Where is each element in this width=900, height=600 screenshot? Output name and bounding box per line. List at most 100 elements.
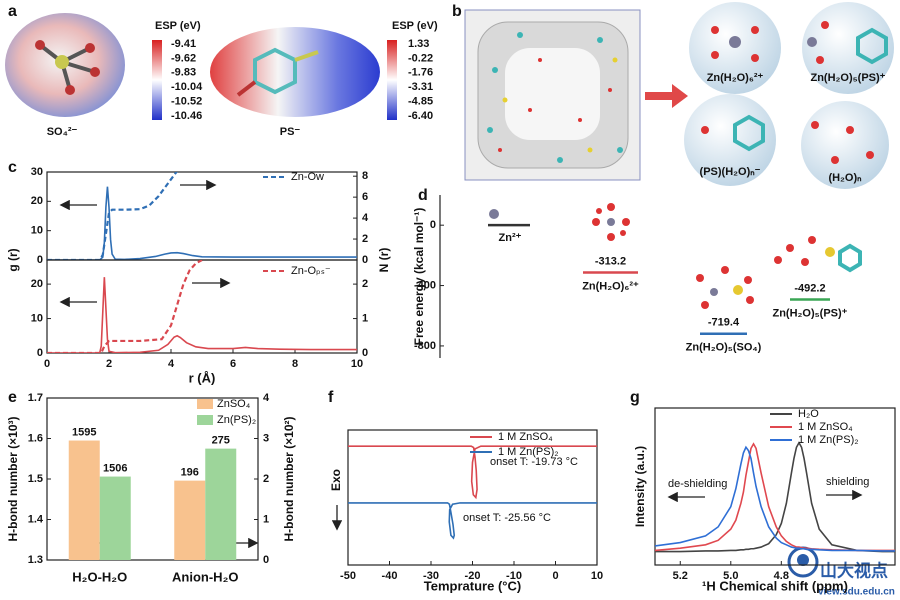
x-tick-label: 2 (106, 358, 112, 370)
legend-label: H₂O (798, 408, 819, 420)
ring (733, 114, 765, 152)
y2-tick-label: 6 (362, 191, 368, 203)
x-tick-label: 5.2 (673, 570, 688, 582)
panel-label: d (418, 187, 428, 204)
colorbar-tick-label: -10.46 (171, 110, 202, 122)
atom (35, 40, 45, 50)
colorbar-tick-label: -0.22 (408, 52, 433, 64)
colorbar-title: ESP (eV) (155, 20, 201, 32)
panel-label: e (8, 389, 17, 406)
y2-tick-label: 1 (263, 513, 269, 525)
panel-label: f (328, 389, 334, 406)
colorbar-tick-label: 1.33 (408, 38, 429, 50)
colorbar-title: ESP (eV) (392, 20, 438, 32)
level-label: Zn(H₂O)₆²⁺ (582, 280, 639, 292)
x-tick-label: 0 (44, 358, 50, 370)
panel-label: g (630, 389, 640, 406)
legend-swatch (197, 399, 213, 409)
y2-tick-label: 3 (263, 432, 269, 444)
x-tick-label: Anion-H₂O (172, 569, 238, 584)
y-tick-label: 20 (31, 278, 43, 290)
legend-swatch (197, 415, 213, 425)
watermark-logo (787, 546, 819, 578)
legend-label: ZnSO₄ (217, 398, 251, 410)
panel-label: c (8, 159, 17, 176)
y-tick-label: 10 (31, 312, 43, 324)
colorbar-tick-label: -9.83 (171, 67, 196, 79)
y-tick-label: 0 (37, 254, 43, 266)
atom (90, 67, 100, 77)
y2-tick-label: 1 (362, 312, 368, 324)
annotation: onset T: -25.56 °C (463, 512, 551, 524)
y-tick-label: 0 (430, 219, 436, 231)
panel-label: a (8, 3, 17, 20)
ring (856, 27, 888, 65)
y-axis-label: Exo (329, 469, 343, 491)
y-axis-label: Intensity (a.u.) (633, 446, 647, 527)
y2-tick-label: 0 (263, 554, 269, 566)
colorbar-tick-label: -10.04 (171, 81, 203, 93)
y-tick-label: 1.5 (28, 473, 43, 485)
cluster-label: Zn(H₂O)₆²⁺ (707, 72, 764, 84)
y2-tick-label: 0 (362, 254, 368, 266)
y-tick-label: 1.6 (28, 432, 43, 444)
atom (55, 55, 69, 69)
value-label: 1506 (103, 462, 127, 474)
cluster-label: Zn(H₂O)₅(PS)⁺ (810, 72, 885, 84)
cavity (505, 48, 600, 140)
series-line (47, 186, 357, 260)
value-label: 275 (212, 435, 230, 447)
colorbar-tick-label: -4.85 (408, 96, 433, 108)
plot-frame (347, 429, 598, 566)
y-tick-label: 1.3 (28, 554, 43, 566)
atom (729, 36, 741, 48)
annotation: onset T: -19.73 °C (490, 456, 578, 468)
y2-tick-label: 8 (362, 170, 368, 182)
annotation: shielding (826, 476, 869, 488)
series-line (47, 277, 357, 353)
series-line (47, 260, 203, 353)
x-tick-label: -20 (465, 570, 481, 582)
x-tick-label: 8 (292, 358, 298, 370)
x-tick-label: 6 (230, 358, 236, 370)
bar (99, 476, 131, 560)
x-tick-label: 10 (591, 570, 603, 582)
y-tick-label: 0 (37, 347, 43, 359)
series-line (47, 172, 178, 260)
watermark: view.sdu.edu.cn (818, 587, 895, 598)
x-tick-label: 0 (552, 570, 558, 582)
legend-label: Zn-Oₚₛ⁻ (291, 265, 331, 277)
x-axis-label: r (Å) (189, 370, 216, 385)
cluster-label: (PS)(H₂O)ₙ⁻ (700, 166, 761, 178)
legend-label: 1 M ZnSO₄ (498, 431, 553, 443)
y-tick-label: 30 (31, 166, 43, 178)
molecule-label: PS⁻ (280, 126, 301, 138)
cluster-sphere (801, 101, 889, 189)
panel-b-art (464, 2, 894, 189)
legend-label: Zn(PS)₂ (217, 414, 256, 426)
bar (68, 440, 100, 560)
value-label: -313.2 (595, 255, 626, 267)
y-tick-label: -400 (414, 279, 436, 291)
y-axis-label: g (r) (6, 248, 20, 271)
legend-label: 1 M Zn(PS)₂ (798, 434, 859, 446)
atoms (701, 21, 874, 164)
y2-tick-label: 2 (362, 233, 368, 245)
panel-label: b (452, 3, 462, 20)
arrow (645, 84, 688, 108)
x-axis-label: ¹H Chemical shift (ppm) (702, 578, 848, 593)
x-tick-label: H₂O-H₂O (72, 569, 127, 584)
x-tick-label: 10 (351, 358, 363, 370)
x-tick-label: 4 (168, 358, 175, 370)
y-axis-label: Free energy (kcal mol⁻¹) (412, 208, 426, 346)
value-label: 1595 (72, 426, 96, 438)
legend-label: 1 M Zn(PS)₂ (498, 446, 559, 458)
y2-tick-label: 2 (362, 278, 368, 290)
y-tick-label: 10 (31, 225, 43, 237)
atoms (502, 57, 618, 153)
y-tick-label: -800 (414, 340, 436, 352)
series-line (348, 445, 597, 500)
colorbar-tick-label: -9.41 (171, 38, 196, 50)
value-label: -719.4 (708, 317, 740, 329)
